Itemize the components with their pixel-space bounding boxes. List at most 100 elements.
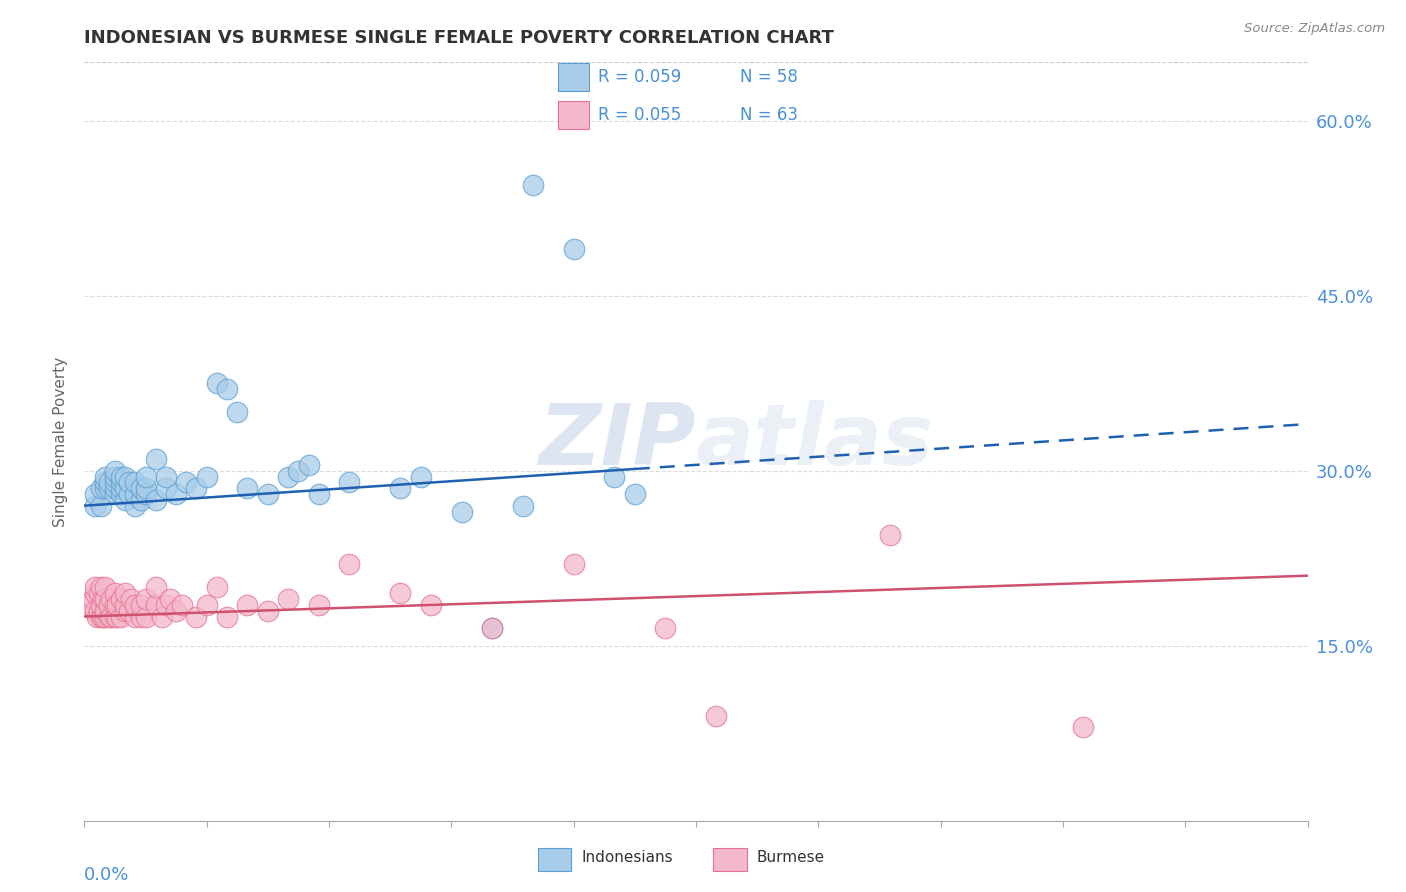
Point	[654, 621, 676, 635]
Point	[91, 592, 114, 607]
Point	[150, 609, 173, 624]
Point	[389, 586, 412, 600]
Text: R = 0.055: R = 0.055	[598, 105, 681, 123]
Point	[165, 487, 187, 501]
Point	[118, 487, 141, 501]
Point	[93, 592, 115, 607]
Point	[155, 598, 177, 612]
Point	[93, 609, 115, 624]
Point	[82, 592, 104, 607]
Point	[135, 609, 157, 624]
Point	[562, 557, 585, 571]
Point	[124, 487, 146, 501]
Point	[186, 481, 208, 495]
Text: Indonesians: Indonesians	[582, 850, 673, 865]
Point	[277, 592, 299, 607]
Point	[165, 604, 187, 618]
Point	[104, 469, 127, 483]
Point	[105, 609, 128, 624]
Point	[450, 504, 472, 518]
Point	[217, 382, 239, 396]
Point	[104, 598, 127, 612]
Point	[97, 598, 120, 612]
Point	[217, 609, 239, 624]
FancyBboxPatch shape	[558, 62, 589, 91]
Text: N = 63: N = 63	[740, 105, 799, 123]
Point	[114, 481, 136, 495]
Point	[226, 405, 249, 419]
Point	[124, 475, 146, 490]
Point	[145, 452, 167, 467]
Point	[257, 487, 280, 501]
Point	[93, 475, 115, 490]
Point	[481, 621, 503, 635]
Point	[86, 609, 108, 624]
Point	[93, 604, 115, 618]
Point	[879, 528, 901, 542]
Point	[114, 598, 136, 612]
Point	[87, 604, 110, 618]
Point	[308, 487, 330, 501]
Point	[118, 475, 141, 490]
Point	[131, 598, 153, 612]
Point	[97, 481, 120, 495]
Point	[91, 609, 114, 624]
Point	[420, 598, 443, 612]
Point	[159, 592, 181, 607]
Y-axis label: Single Female Poverty: Single Female Poverty	[53, 357, 69, 526]
Point	[110, 592, 132, 607]
Point	[114, 586, 136, 600]
Point	[172, 598, 194, 612]
Point	[83, 604, 105, 618]
Point	[339, 475, 361, 490]
Point	[512, 499, 534, 513]
Point	[105, 598, 128, 612]
Point	[83, 487, 105, 501]
Text: Source: ZipAtlas.com: Source: ZipAtlas.com	[1244, 22, 1385, 36]
Point	[90, 609, 112, 624]
Point	[409, 469, 432, 483]
Point	[120, 592, 142, 607]
Point	[87, 586, 110, 600]
Point	[90, 499, 112, 513]
Point	[97, 609, 120, 624]
Point	[195, 469, 218, 483]
Point	[481, 621, 503, 635]
Point	[110, 487, 132, 501]
Point	[131, 481, 153, 495]
Point	[389, 481, 412, 495]
Point	[114, 492, 136, 507]
Text: atlas: atlas	[696, 400, 934, 483]
Point	[706, 708, 728, 723]
Point	[114, 469, 136, 483]
Point	[145, 492, 167, 507]
Point	[110, 609, 132, 624]
Point	[135, 469, 157, 483]
Point	[90, 481, 112, 495]
Point	[603, 469, 626, 483]
Point	[135, 592, 157, 607]
Point	[100, 609, 122, 624]
Point	[308, 598, 330, 612]
Point	[257, 604, 280, 618]
Point	[83, 580, 105, 594]
Point	[93, 469, 115, 483]
Point	[104, 464, 127, 478]
Point	[110, 475, 132, 490]
Point	[236, 598, 259, 612]
Point	[104, 586, 127, 600]
Point	[145, 598, 167, 612]
Point	[104, 609, 127, 624]
Point	[287, 464, 309, 478]
Point	[124, 598, 146, 612]
Text: ZIP: ZIP	[538, 400, 696, 483]
FancyBboxPatch shape	[537, 848, 571, 871]
Point	[90, 598, 112, 612]
Point	[1073, 720, 1095, 734]
Point	[135, 487, 157, 501]
Point	[83, 499, 105, 513]
FancyBboxPatch shape	[713, 848, 747, 871]
Point	[100, 592, 122, 607]
Text: 0.0%: 0.0%	[84, 866, 129, 884]
Text: N = 58: N = 58	[740, 69, 799, 87]
